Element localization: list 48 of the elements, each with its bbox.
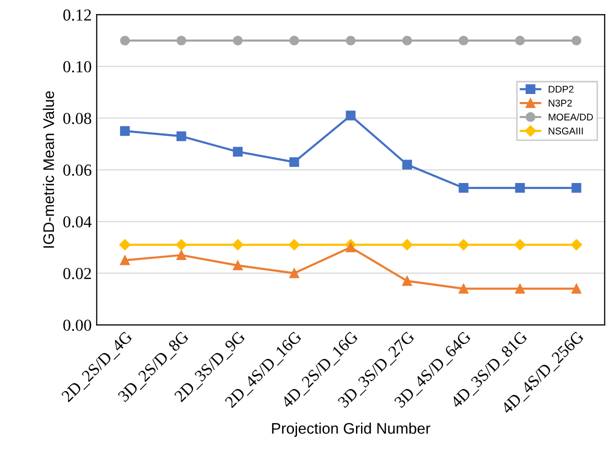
point [458, 284, 468, 294]
point [572, 36, 582, 46]
point [572, 183, 582, 193]
y-tick-label: 0.12 [63, 9, 91, 21]
point [176, 239, 187, 250]
y-tick-label: 0.04 [63, 216, 92, 228]
point [232, 239, 244, 250]
point [289, 268, 300, 278]
y-tick-label: 0.06 [63, 164, 92, 176]
y-tick-label: 0.10 [63, 61, 92, 72]
point [402, 160, 412, 170]
point [402, 276, 412, 286]
point [120, 126, 130, 136]
point [458, 183, 468, 193]
point [120, 36, 130, 46]
point [515, 284, 525, 294]
point [232, 260, 243, 270]
point [402, 36, 412, 46]
point [458, 36, 468, 46]
point [346, 242, 356, 252]
point [120, 255, 130, 266]
legend-label: NSGAIII [548, 128, 583, 134]
point [570, 239, 582, 250]
point [289, 157, 300, 167]
point [572, 284, 582, 294]
point [232, 36, 243, 46]
point [458, 239, 470, 250]
point [515, 183, 525, 193]
point [515, 36, 525, 46]
point [119, 239, 131, 250]
point [176, 250, 186, 260]
point [346, 36, 356, 46]
legend-label: N3P2 [548, 100, 572, 107]
point [288, 239, 300, 250]
legend-label: DDP2 [548, 86, 574, 93]
y-axis-title: IGD-metric Mean Value [42, 91, 54, 248]
point [232, 146, 243, 157]
point [289, 36, 300, 46]
y-tick-label: 0.02 [63, 268, 91, 280]
point [514, 239, 526, 250]
y-tick-label: 0.00 [63, 320, 92, 331]
y-tick-label: 0.08 [63, 112, 92, 124]
point [176, 131, 186, 142]
point [346, 110, 356, 120]
legend-label: MOEA/DD [548, 113, 593, 120]
point [176, 36, 186, 46]
point [402, 239, 413, 250]
x-axis-title: Projection Grid Number [272, 422, 430, 437]
